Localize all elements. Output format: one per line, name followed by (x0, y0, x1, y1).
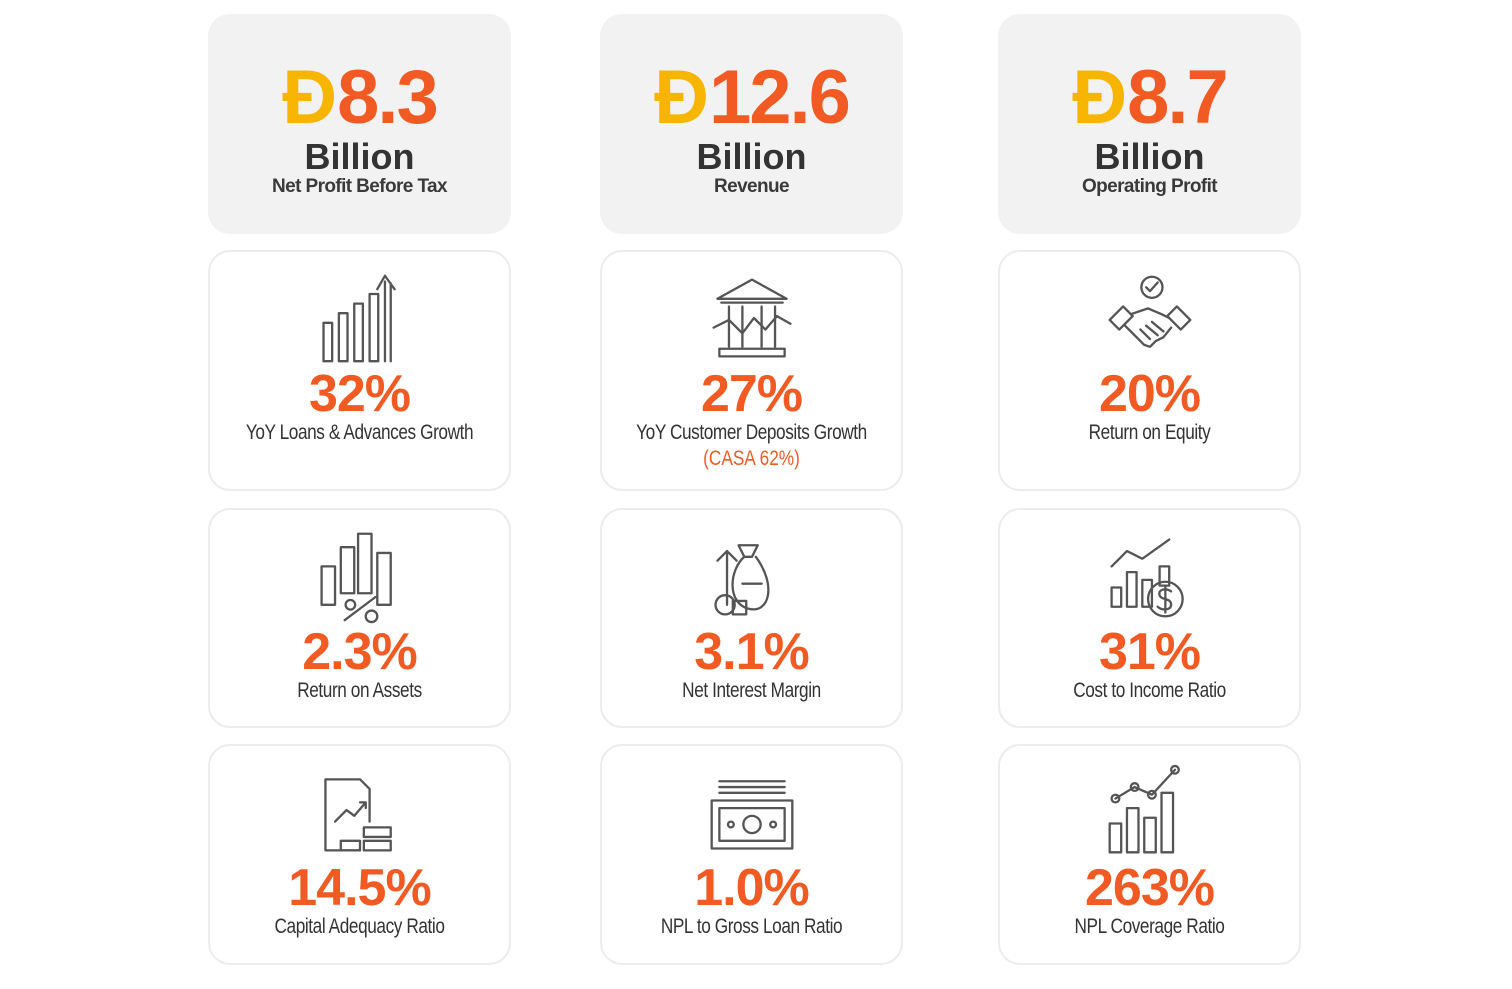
metric-label: NPL Coverage Ratio (1074, 915, 1225, 938)
metric-value: 1.0% (694, 859, 810, 917)
metric-card: 14.5% Capital Adequacy Ratio (208, 744, 511, 965)
metric-label: YoY Customer Deposits Growth (636, 421, 867, 444)
summary-unit: Billion (1094, 136, 1205, 177)
metric-value: 20% (1098, 365, 1201, 423)
summary-card: Đ8.3 Billion Net Profit Before Tax (208, 14, 511, 234)
percent-bars-icon (319, 532, 392, 624)
metric-card: 2.3% Return on Assets (208, 508, 511, 728)
summary-unit: Billion (304, 136, 415, 177)
metric-card: 20% Return on Equity (998, 250, 1301, 491)
bank-icon (711, 278, 792, 358)
metric-value: 263% (1085, 859, 1215, 917)
metric-label: Cost to Income Ratio (1073, 679, 1226, 702)
metric-card: 263% NPL Coverage Ratio (998, 744, 1301, 965)
summary-value-line: Đ8.7 (998, 58, 1301, 138)
summary-unit: Billion (696, 136, 807, 177)
metric-card: 1.0% NPL to Gross Loan Ratio (600, 744, 903, 965)
coverage-chart-icon (1108, 764, 1180, 854)
handshake-icon (1108, 275, 1191, 348)
summary-value: 12.6 (708, 55, 851, 140)
summary-label: Net Profit Before Tax (272, 176, 448, 197)
summary-label: Operating Profit (1081, 176, 1218, 197)
metric-card: 3.1% Net Interest Margin (600, 508, 903, 728)
cost-income-icon (1109, 538, 1184, 618)
metric-label: Return on Assets (297, 679, 422, 702)
metric-card: 32% YoY Loans & Advances Growth (208, 250, 511, 491)
summary-value-line: Đ8.3 (208, 58, 511, 138)
summary-value: 8.3 (337, 55, 439, 140)
money-bag-icon (713, 544, 769, 616)
summary-value-line: Đ12.6 (600, 58, 903, 138)
summary-card: Đ12.6 Billion Revenue (600, 14, 903, 234)
metric-label: Capital Adequacy Ratio (274, 915, 445, 938)
metric-value: 3.1% (694, 623, 810, 681)
metric-value: 31% (1098, 623, 1201, 681)
summary-label: Revenue (713, 176, 790, 197)
metric-label: Return on Equity (1088, 421, 1211, 444)
metric-label: NPL to Gross Loan Ratio (660, 915, 843, 938)
metric-label: Net Interest Margin (682, 679, 821, 702)
metric-note: (CASA 62%) (703, 447, 800, 470)
metric-value: 2.3% (302, 623, 418, 681)
metric-card: 31% Cost to Income Ratio (998, 508, 1301, 728)
currency-symbol: Đ (282, 55, 337, 140)
metric-value: 14.5% (288, 859, 431, 917)
growth-icon (321, 274, 396, 363)
summary-value: 8.7 (1127, 55, 1229, 140)
metric-value: 32% (308, 365, 411, 423)
summary-card: Đ8.7 Billion Operating Profit (998, 14, 1301, 234)
document-chart-icon (323, 778, 392, 852)
currency-symbol: Đ (654, 55, 709, 140)
currency-symbol: Đ (1072, 55, 1127, 140)
banknote-icon (710, 780, 793, 850)
metric-value: 27% (700, 365, 803, 423)
metric-card: 27% YoY Customer Deposits Growth (CASA 6… (600, 250, 903, 491)
metric-label: YoY Loans & Advances Growth (245, 421, 474, 444)
